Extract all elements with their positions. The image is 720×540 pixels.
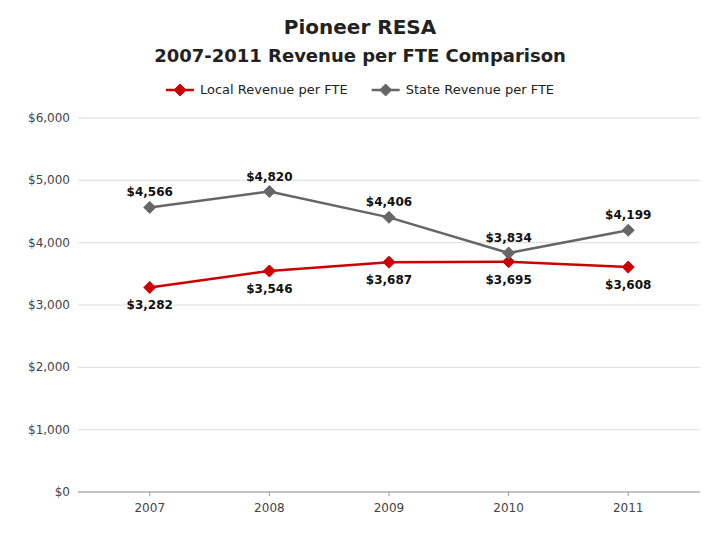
- y-tick-label: $3,000: [28, 298, 70, 312]
- grid-line: [78, 242, 700, 243]
- data-point: [622, 261, 634, 273]
- data-label: $3,687: [366, 273, 412, 287]
- x-tick-label: 2010: [493, 501, 524, 515]
- chart-title: Pioneer RESA: [284, 15, 437, 39]
- legend-marker: [380, 84, 392, 96]
- y-tick-label: $2,000: [28, 360, 70, 374]
- legend: Local Revenue per FTE State Revenue per F…: [166, 82, 554, 97]
- legend-label: Local Revenue per FTE: [200, 82, 348, 97]
- plot-area: [144, 186, 634, 294]
- legend-item: Local Revenue per FTE: [166, 82, 348, 97]
- data-point: [263, 186, 275, 198]
- legend-label: State Revenue per FTE: [406, 82, 554, 97]
- grid: [78, 118, 700, 492]
- data-labels: $3,282 $3,546 $3,687 $3,695 $3,608 $4,566 $4,8…: [127, 170, 652, 313]
- x-tick-label: 2009: [374, 501, 405, 515]
- series-line: [150, 192, 628, 253]
- data-label: $4,406: [366, 195, 412, 209]
- x-tick-label: 2008: [254, 501, 285, 515]
- data-point: [383, 211, 395, 223]
- data-label: $3,834: [485, 231, 531, 245]
- data-point: [503, 247, 515, 259]
- data-label: $3,695: [485, 273, 531, 287]
- legend-marker: [174, 84, 186, 96]
- data-point: [144, 281, 156, 293]
- y-tick-label: $5,000: [28, 173, 70, 187]
- chart-container: Pioneer RESA 2007-2011 Revenue per FTE Co…: [0, 0, 720, 540]
- data-label: $3,546: [246, 282, 292, 296]
- x-tick: [389, 492, 390, 496]
- grid-line: [78, 180, 700, 181]
- data-label: $3,282: [127, 298, 173, 312]
- x-tick-label: 2011: [613, 501, 644, 515]
- data-label: $4,566: [127, 185, 173, 199]
- data-point: [622, 224, 634, 236]
- data-label: $4,199: [605, 208, 651, 222]
- data-point: [383, 256, 395, 268]
- y-tick-label: $6,000: [28, 111, 70, 125]
- y-tick-label: $4,000: [28, 236, 70, 250]
- chart-svg: Pioneer RESA 2007-2011 Revenue per FTE Co…: [0, 0, 720, 540]
- x-tick: [269, 492, 270, 496]
- y-tick-label: $0: [55, 485, 70, 499]
- data-point: [144, 201, 156, 213]
- x-tick-label: 2007: [134, 501, 165, 515]
- data-label: $3,608: [605, 278, 651, 292]
- chart-subtitle: 2007-2011 Revenue per FTE Comparison: [154, 45, 566, 66]
- data-point: [263, 265, 275, 277]
- y-tick-label: $1,000: [28, 423, 70, 437]
- grid-line: [78, 429, 700, 430]
- x-tick: [149, 492, 150, 496]
- grid-line: [78, 367, 700, 368]
- grid-line: [78, 118, 700, 119]
- legend-item: State Revenue per FTE: [372, 82, 554, 97]
- x-tick: [628, 492, 629, 496]
- data-label: $4,820: [246, 170, 292, 184]
- x-tick: [508, 492, 509, 496]
